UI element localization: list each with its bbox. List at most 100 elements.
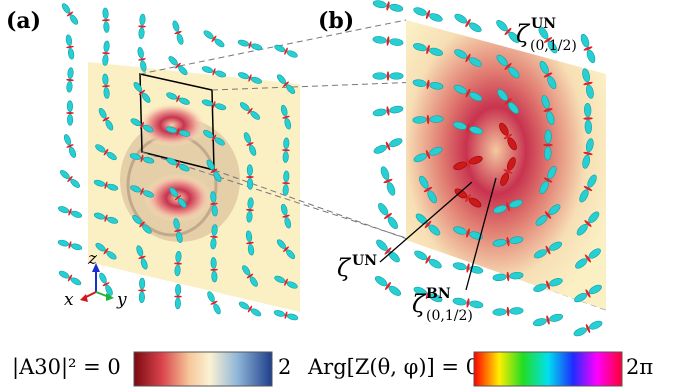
panel-a-hotspot-top: [138, 103, 206, 147]
orientation-glyph: [203, 30, 225, 48]
projection-lines: [139, 19, 607, 311]
orientation-glyph: [454, 49, 482, 67]
orientation-glyph: [280, 203, 292, 229]
orientation-glyph: [413, 286, 443, 303]
orientation-glyph: [138, 277, 146, 304]
orientation-glyph: [419, 175, 437, 204]
orientation-glyph: [276, 239, 296, 260]
zeta-bn-sub: (0,1/2): [426, 308, 473, 324]
orientation-glyph: [376, 239, 400, 263]
orientation-glyph: [63, 134, 77, 158]
orientation-glyph: [203, 130, 225, 146]
orientation-glyph: [454, 188, 482, 208]
orientation-glyph: [496, 20, 520, 43]
orientation-glyph: [201, 99, 227, 111]
orientation-glyph: [245, 230, 255, 256]
orientation-glyph: [129, 153, 155, 164]
orientation-glyph: [206, 159, 222, 182]
orientation-glyph: [93, 212, 119, 224]
orientation-glyph: [532, 313, 564, 327]
orientation-glyph: [579, 174, 597, 203]
orientation-glyph: [412, 79, 444, 90]
orientation-glyph: [201, 66, 227, 78]
orientation-glyph: [413, 43, 443, 56]
orientation-glyph: [98, 107, 114, 131]
orientation-glyph: [210, 191, 218, 217]
orientation-glyph: [372, 36, 404, 46]
orientation-glyph: [173, 218, 183, 244]
axis-x-label: x: [64, 290, 74, 310]
orientation-glyph: [539, 60, 557, 90]
orientation-glyph: [372, 105, 404, 117]
orientation-glyph: [246, 197, 254, 223]
orientation-glyph: [237, 72, 263, 84]
orientation-glyph: [413, 7, 443, 22]
orientation-glyph: [207, 291, 221, 315]
axis-z-label: z: [87, 249, 98, 269]
orientation-glyph: [499, 122, 517, 151]
orientation-glyph: [61, 3, 79, 25]
panel-a-label: (a): [6, 8, 41, 34]
zeta-un-top-label: ζ: [516, 20, 531, 48]
panel-b-orientation-field: [372, 0, 603, 337]
orientation-glyph: [493, 199, 523, 214]
orientation-glyph: [138, 13, 146, 40]
orientation-glyph: [372, 0, 404, 12]
orientation-glyph: [541, 95, 555, 125]
orientation-glyph: [66, 100, 74, 126]
orientation-glyph: [239, 102, 261, 120]
orientation-glyph: [538, 26, 558, 54]
orientation-glyph: [165, 126, 191, 137]
orientation-glyph: [242, 265, 258, 287]
zeta-un-label: ζ: [337, 254, 352, 282]
orientation-glyph: [575, 248, 601, 269]
orientation-glyph: [102, 7, 110, 33]
orientation-glyph: [378, 202, 398, 230]
panel-b-label: (b): [318, 8, 354, 34]
orientation-glyph: [174, 250, 182, 277]
amp-colorbar-label: |A30|² = 0: [12, 355, 121, 380]
orientation-glyph: [533, 241, 563, 259]
orientation-glyph: [414, 250, 442, 269]
orientation-glyph: [58, 206, 82, 218]
orientation-glyph: [280, 104, 292, 130]
orientation-glyph: [102, 73, 110, 99]
orientation-glyph: [497, 89, 519, 114]
arg-colorbar: [473, 351, 623, 387]
orientation-glyph: [168, 56, 188, 76]
orientation-glyph: [66, 67, 74, 93]
orientation-glyph: [57, 239, 83, 251]
orientation-glyph: [130, 185, 154, 198]
orientation-glyph: [543, 129, 553, 161]
orientation-glyph: [137, 46, 147, 72]
orientation-glyph: [238, 301, 262, 317]
orientation-glyph: [174, 283, 182, 310]
panel-a-orientation-field: [57, 3, 299, 321]
axis-triad: z x y: [64, 249, 127, 310]
axis-y-label: y: [116, 290, 127, 310]
arg-colorbar-label: Arg[Z(θ, φ)] = 0: [307, 355, 479, 379]
orientation-glyph: [60, 170, 80, 188]
zeta-un-sup: UN: [352, 253, 377, 269]
orientation-glyph: [58, 270, 82, 286]
annotation-leaders: [379, 177, 497, 291]
orientation-glyph: [500, 157, 516, 186]
orientation-glyph: [496, 54, 520, 79]
orientation-glyph: [99, 272, 113, 296]
orientation-glyph: [453, 226, 483, 240]
orientation-glyph: [65, 34, 75, 60]
zeta-bn-sup: BN: [426, 286, 451, 302]
orientation-glyph: [380, 166, 396, 196]
orientation-glyph: [583, 103, 593, 134]
orientation-glyph: [582, 138, 594, 169]
orientation-glyph: [454, 13, 482, 33]
zeta-un-top-sup: UN: [531, 16, 556, 32]
orientation-glyph: [243, 132, 257, 156]
orientation-glyph: [453, 84, 483, 102]
orientation-glyph: [582, 68, 594, 99]
orientation-glyph: [93, 179, 119, 191]
orientation-glyph: [274, 44, 298, 58]
orientation-glyph: [415, 213, 441, 236]
orientation-glyph: [282, 137, 290, 163]
orientation-glyph: [373, 138, 403, 154]
